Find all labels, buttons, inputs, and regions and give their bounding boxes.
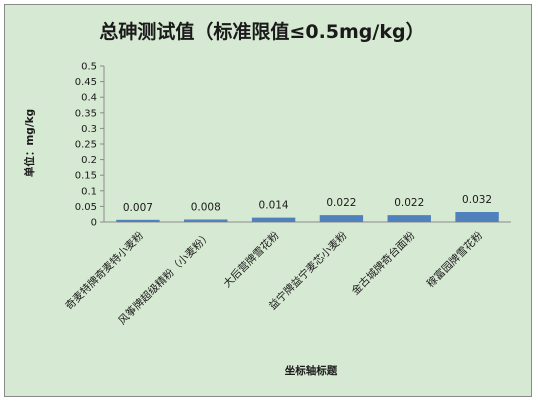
y-tick-label: 0.35 xyxy=(75,108,97,119)
y-axis-title: 单位：mg/kg xyxy=(23,109,36,177)
chart-title: 总砷测试值（标准限值≤0.5mg/kg） xyxy=(99,20,424,43)
y-axis-ticks: 0 0.05 0.1 0.15 0.2 0.25 0.3 0.35 0.4 0.45 0.5 xyxy=(75,62,104,229)
y-tick-label: 0.4 xyxy=(81,93,97,104)
bar xyxy=(251,217,296,222)
y-tick-label: 0.2 xyxy=(81,155,97,166)
bar-data-label: 0.014 xyxy=(259,200,289,212)
bar-data-label: 0.007 xyxy=(123,202,153,214)
bar xyxy=(387,215,431,222)
bar-series xyxy=(116,212,499,222)
x-axis-title: 坐标轴标题 xyxy=(285,364,338,377)
bar xyxy=(455,212,499,222)
y-tick-label: 0.25 xyxy=(75,140,97,151)
data-labels: 0.007 0.008 0.014 0.022 0.022 0.032 xyxy=(123,194,492,214)
bar xyxy=(319,215,364,222)
y-tick-label: 0.15 xyxy=(75,171,97,182)
x-category-label: 金古城牌奇台面粉 xyxy=(349,229,418,298)
x-axis-category-labels: 奇麦特牌奇麦特小麦粉风筝牌超级精粉（小麦粉） 大后营牌雪花粉益宁牌益宁麦芯小麦粉金… xyxy=(63,229,486,328)
y-tick-label: 0.3 xyxy=(81,124,97,135)
x-category-label: 奇麦特牌奇麦特小麦粉 xyxy=(63,229,147,313)
bar-data-label: 0.032 xyxy=(462,194,492,206)
bar-data-label: 0.022 xyxy=(326,197,356,209)
y-tick-label: 0 xyxy=(91,218,97,229)
chart-frame xyxy=(4,4,532,397)
bar xyxy=(184,219,228,222)
y-tick-label: 0.45 xyxy=(75,77,97,88)
bar-data-label: 0.022 xyxy=(394,197,424,209)
bar-data-label: 0.008 xyxy=(191,202,221,214)
y-tick-label: 0.1 xyxy=(81,186,97,197)
bar xyxy=(116,219,160,222)
y-tick-label: 0.5 xyxy=(81,62,97,73)
x-category-label: 稼富园牌雪花粉 xyxy=(424,229,486,291)
x-category-label: 大后营牌雪花粉 xyxy=(221,229,283,291)
y-tick-label: 0.05 xyxy=(75,202,97,213)
